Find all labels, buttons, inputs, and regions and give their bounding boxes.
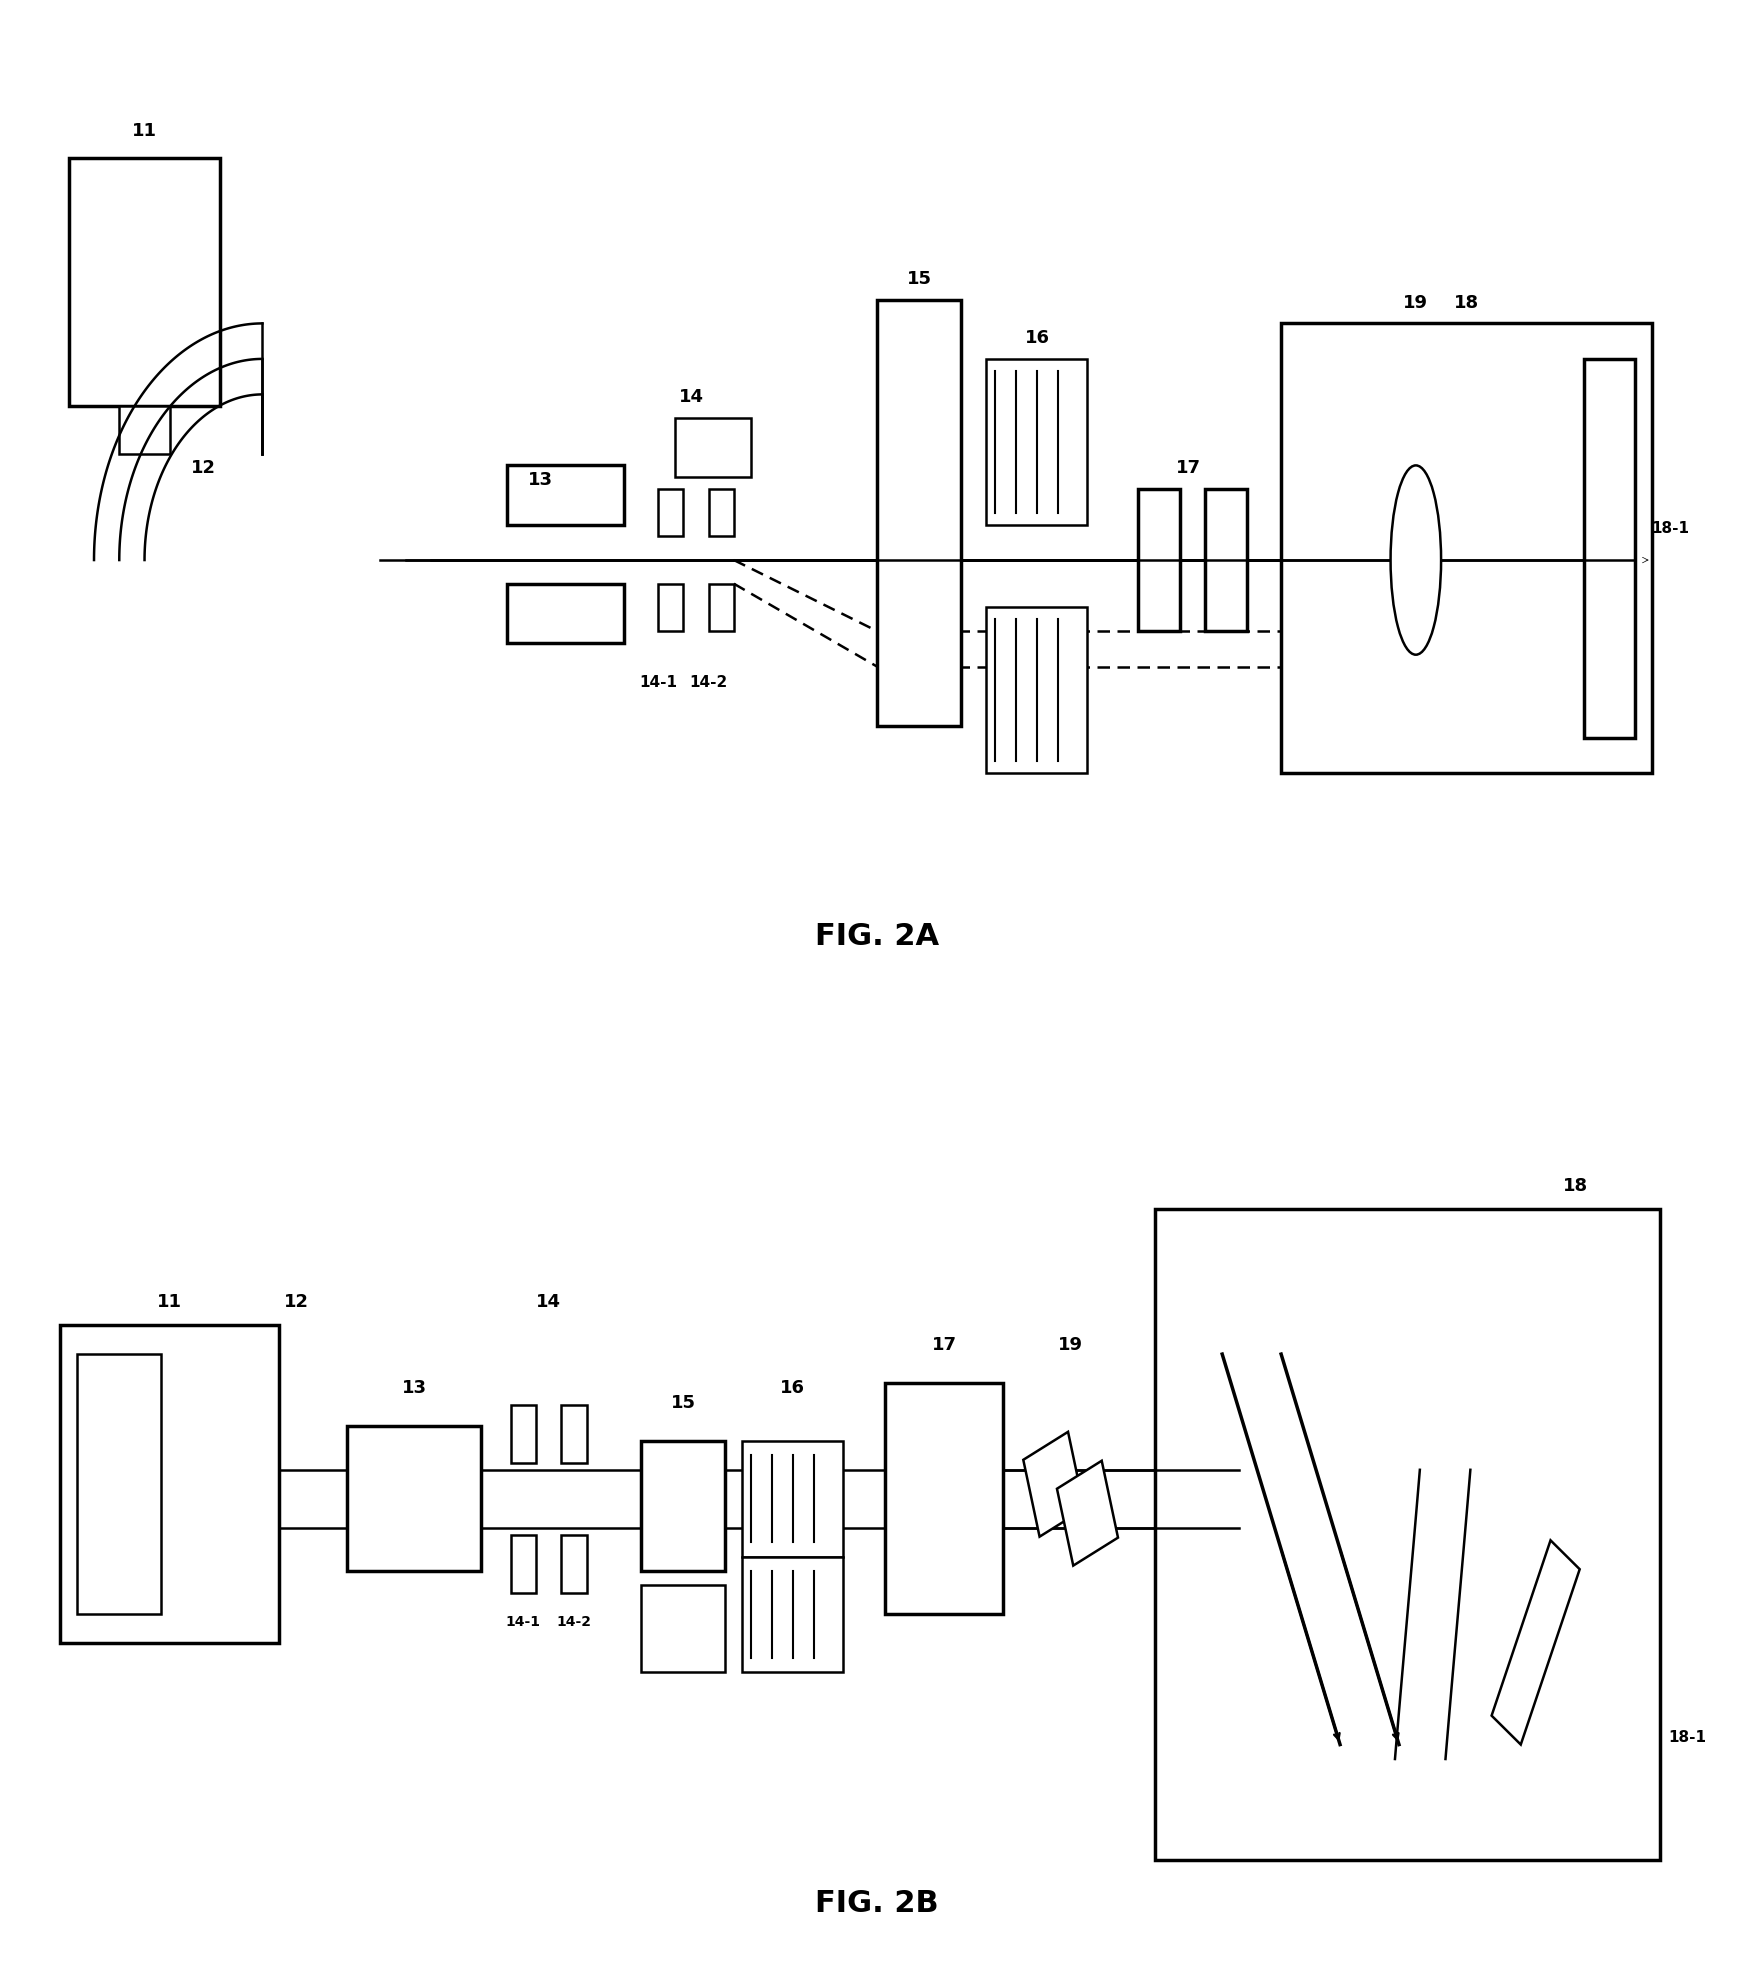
Polygon shape <box>1491 1540 1580 1745</box>
Text: 13: 13 <box>402 1380 426 1398</box>
Bar <box>1584 359 1635 738</box>
Text: 18: 18 <box>1454 294 1479 312</box>
Bar <box>510 1404 537 1463</box>
Bar <box>561 1534 586 1593</box>
Bar <box>658 584 684 631</box>
Bar <box>561 1404 586 1463</box>
Bar <box>68 158 221 406</box>
Bar <box>886 1382 1003 1615</box>
Bar <box>507 465 624 525</box>
Text: 18-1: 18-1 <box>1652 521 1689 536</box>
Text: 11: 11 <box>158 1294 182 1311</box>
Text: 15: 15 <box>907 270 931 288</box>
Bar <box>119 406 170 454</box>
Polygon shape <box>1023 1432 1084 1536</box>
Text: 11: 11 <box>132 122 158 140</box>
Bar <box>709 584 733 631</box>
Bar <box>709 489 733 536</box>
Bar <box>642 1585 726 1672</box>
Bar <box>507 584 624 643</box>
Text: 14-2: 14-2 <box>689 674 728 690</box>
Bar <box>986 359 1087 525</box>
Text: 15: 15 <box>670 1394 696 1412</box>
Bar <box>1280 323 1652 773</box>
Text: 17: 17 <box>1175 459 1201 477</box>
Text: 14: 14 <box>537 1294 561 1311</box>
Ellipse shape <box>1391 465 1442 655</box>
Bar <box>1154 1209 1659 1860</box>
Bar <box>675 418 751 477</box>
Text: 17: 17 <box>931 1337 958 1355</box>
Text: FIG. 2A: FIG. 2A <box>816 921 938 951</box>
Text: 14-1: 14-1 <box>505 1615 540 1629</box>
Polygon shape <box>1058 1461 1117 1566</box>
Bar <box>1138 489 1180 631</box>
Bar <box>742 1556 844 1672</box>
Bar <box>347 1426 481 1572</box>
Bar <box>77 1355 161 1615</box>
Bar <box>1205 489 1247 631</box>
Bar <box>60 1325 279 1643</box>
Bar <box>642 1442 726 1572</box>
Bar <box>742 1442 844 1556</box>
Text: FIG. 2B: FIG. 2B <box>816 1889 938 1919</box>
Text: 18: 18 <box>1563 1177 1589 1195</box>
Bar <box>986 607 1087 773</box>
Text: 16: 16 <box>1024 329 1049 347</box>
Text: 14-2: 14-2 <box>556 1615 591 1629</box>
Text: 14: 14 <box>679 388 705 406</box>
Text: 13: 13 <box>528 471 553 489</box>
Text: 12: 12 <box>284 1294 309 1311</box>
Text: 18-1: 18-1 <box>1668 1729 1707 1745</box>
Text: 19: 19 <box>1058 1337 1084 1355</box>
Bar <box>658 489 684 536</box>
Text: 19: 19 <box>1403 294 1428 312</box>
Text: 12: 12 <box>191 459 216 477</box>
Bar <box>877 300 961 726</box>
Text: 16: 16 <box>781 1380 805 1398</box>
Text: 14-1: 14-1 <box>638 674 677 690</box>
Bar <box>510 1534 537 1593</box>
